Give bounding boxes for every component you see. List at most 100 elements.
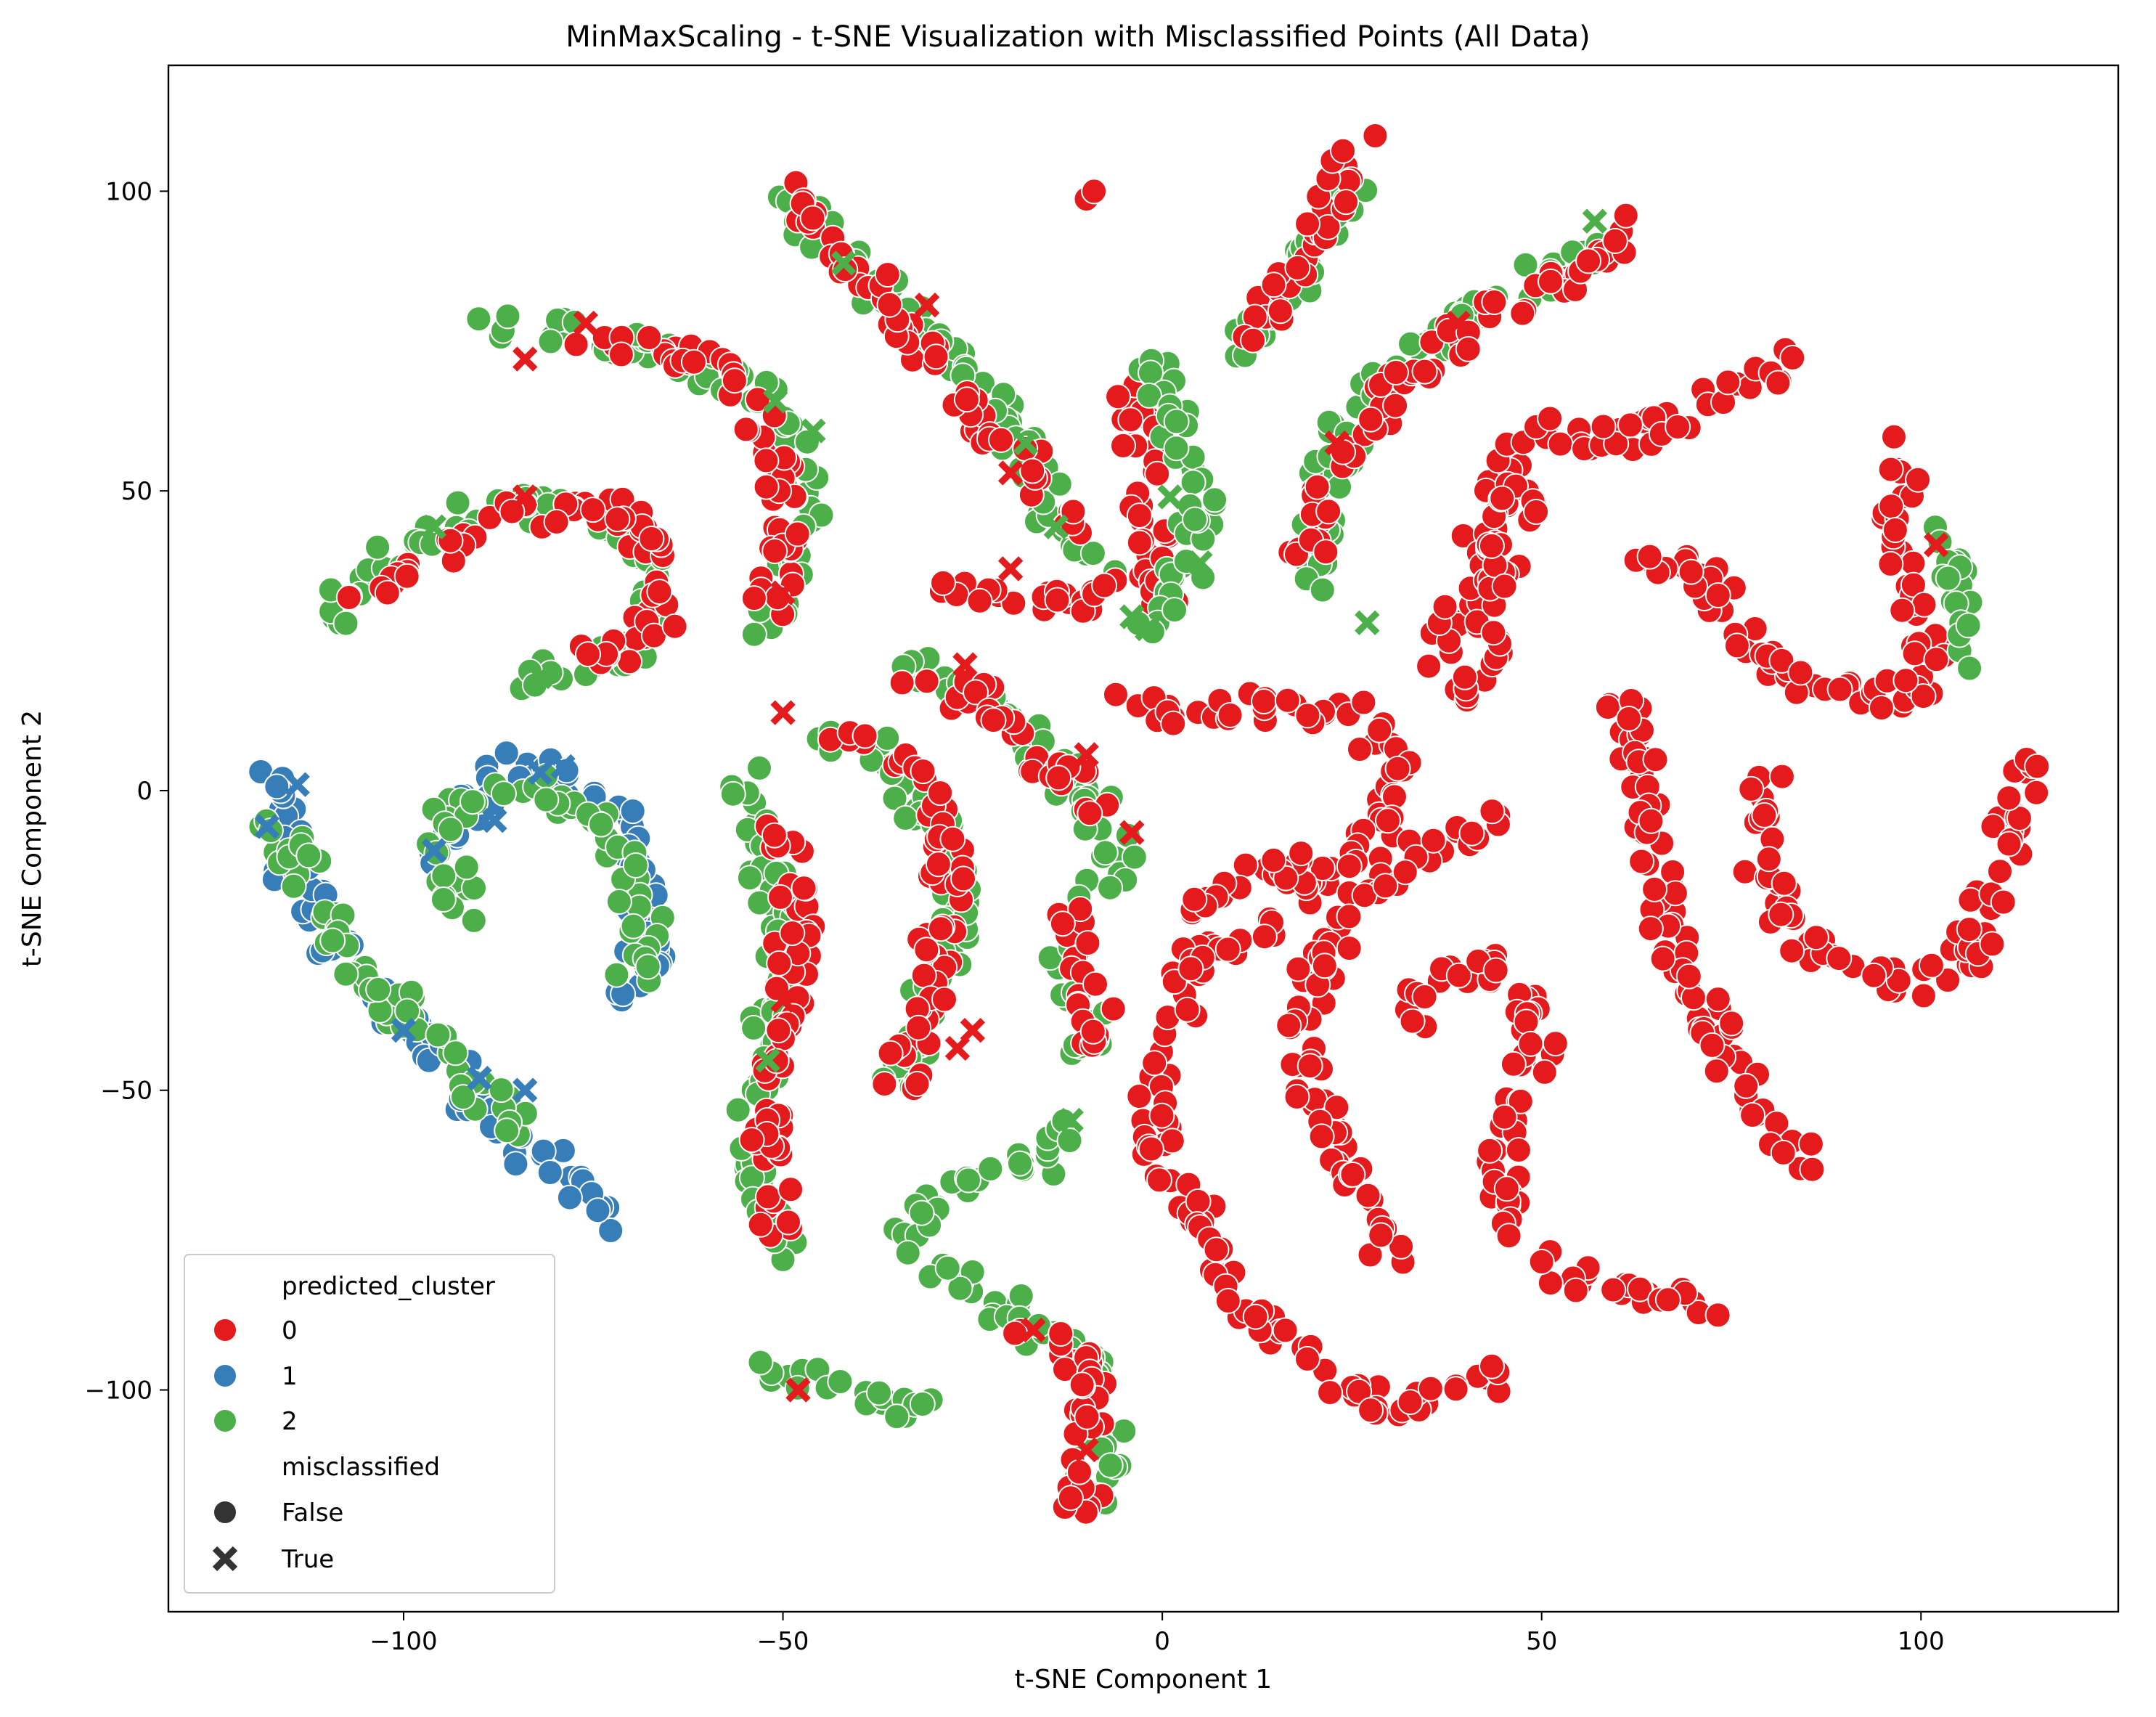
scatter-point: [736, 865, 763, 892]
scatter-point: [1523, 499, 1550, 525]
scatter-point: [953, 386, 980, 413]
scatter-point: [1455, 335, 1482, 362]
legend-box: [184, 1254, 555, 1594]
scatter-point: [319, 927, 346, 954]
scatter-point: [1739, 1102, 1766, 1128]
misclassified-layer: [254, 208, 1949, 1463]
scatter-point: [1081, 178, 1108, 205]
scatter-point: [1996, 785, 2022, 812]
scatter-point: [584, 1197, 611, 1224]
scatter-point: [597, 1218, 624, 1244]
scatter-point: [892, 804, 919, 831]
scatter-point: [1309, 576, 1336, 603]
scatter-point: [1097, 1452, 1124, 1479]
plot-frame: [167, 64, 2120, 1613]
scatter-point: [1802, 924, 1829, 951]
scatter-point: [1357, 406, 1384, 433]
legend-marker-true: [212, 1546, 238, 1572]
scatter-point: [1755, 846, 1782, 873]
scatter-point: [332, 961, 359, 987]
misclassified-point: [944, 1035, 971, 1061]
misclassified-point: [1445, 310, 1471, 336]
scatter-point: [793, 428, 820, 455]
scatter-point: [1411, 358, 1438, 385]
misclassified-point: [421, 838, 446, 863]
misclassified-point: [997, 556, 1024, 582]
scatter-point: [1368, 1222, 1395, 1249]
scatter-point: [1416, 653, 1442, 680]
scatter-point: [636, 325, 663, 351]
scatter-point: [1478, 532, 1505, 559]
scatter-point: [753, 447, 780, 474]
scatter-point: [883, 1403, 910, 1430]
scatter-point: [827, 1369, 854, 1395]
scatter-point: [563, 331, 589, 358]
scatter-point: [1103, 681, 1129, 708]
scatter-point: [724, 1096, 751, 1123]
scatter-point: [1077, 800, 1103, 827]
scatter-point: [450, 1084, 476, 1111]
scatter-point: [894, 1239, 921, 1266]
scatter-point: [1388, 1233, 1415, 1260]
scatter-point: [761, 822, 788, 849]
scatter-point: [1336, 853, 1363, 880]
scatter-point: [1665, 414, 1691, 440]
legend-label-cluster-1: 1: [282, 1362, 298, 1391]
scatter-point: [1350, 689, 1377, 716]
scatter-point: [1357, 1397, 1384, 1424]
scatter-point: [1718, 1010, 1745, 1037]
scatter-point: [1304, 473, 1331, 500]
scatter-point: [1312, 539, 1339, 566]
misclassified-point: [801, 418, 826, 444]
scatter-point: [966, 587, 993, 614]
scatter-point: [1779, 344, 1806, 371]
scatter-point: [1723, 632, 1750, 659]
scatter-point: [1260, 272, 1287, 298]
scatter-point: [747, 1349, 774, 1376]
scatter-point: [1901, 640, 1928, 667]
scatter-point: [494, 303, 521, 330]
scatter-point: [910, 758, 936, 785]
scatter-point: [910, 962, 937, 989]
scatter-point: [1905, 466, 1932, 493]
scatter-point: [963, 679, 989, 706]
scatter-point: [634, 953, 661, 980]
scatter-point: [1704, 1302, 1731, 1329]
scatter-point: [1138, 1135, 1164, 1162]
scatter-point: [1955, 612, 1982, 639]
scatter-point: [537, 328, 564, 355]
scatter-point: [1923, 646, 1950, 673]
scatter-point: [761, 538, 788, 564]
scatter-point: [1141, 1050, 1168, 1077]
scatter-point: [1273, 865, 1299, 892]
scatter-point: [680, 348, 707, 375]
scatter-point: [1285, 955, 1312, 982]
scatter-point: [1826, 945, 1853, 972]
scatter-point: [791, 875, 817, 902]
scatter-point: [332, 610, 359, 637]
scatter-point: [740, 621, 767, 648]
misclassified-point: [1157, 484, 1183, 510]
scatter-point: [755, 1183, 781, 1210]
misclassified-point: [1058, 1107, 1084, 1133]
legend: predicted_cluster 0 1 2 misclassified Fa…: [184, 1254, 555, 1594]
scatter-point: [1979, 931, 2006, 958]
scatter-point: [661, 613, 688, 640]
scatter-point: [1617, 412, 1643, 439]
scatter-point: [852, 722, 878, 749]
scatter-point: [1336, 935, 1363, 962]
scatter-point: [1738, 775, 1765, 802]
scatter-point: [1144, 460, 1171, 487]
scatter-point: [1538, 268, 1564, 295]
scatter-point: [335, 584, 362, 611]
scatter-point: [280, 873, 307, 900]
scatter-point: [1091, 572, 1118, 599]
scatter-point: [1956, 916, 1983, 943]
scatter-point: [1214, 1287, 1241, 1314]
scatter-point: [947, 1275, 973, 1302]
scatter-point: [1491, 573, 1518, 600]
misclassified-point: [482, 808, 507, 833]
scatter-point: [908, 1199, 935, 1226]
scatter-point: [1868, 695, 1895, 721]
x-tick-label: −50: [757, 1627, 809, 1656]
